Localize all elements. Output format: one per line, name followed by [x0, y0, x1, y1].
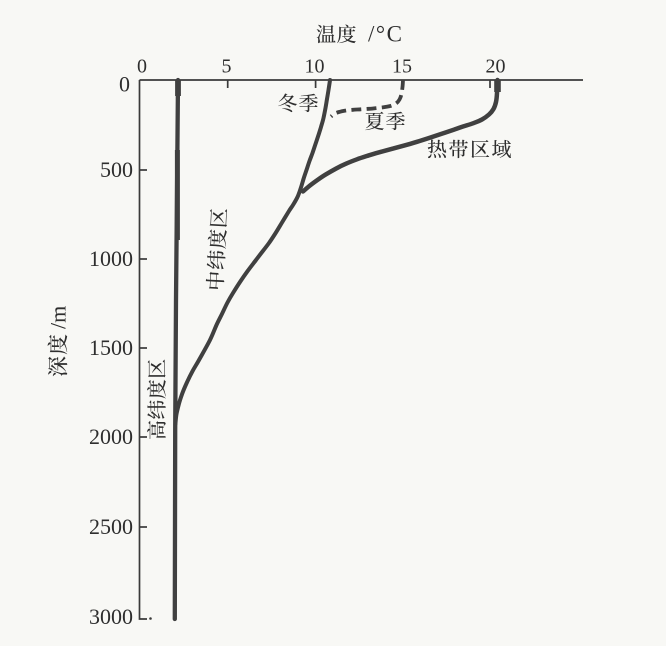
svg-text:2000: 2000	[89, 424, 133, 449]
svg-text:10: 10	[305, 56, 325, 78]
svg-text:/m: /m	[46, 306, 71, 329]
svg-text:/°C: /°C	[368, 22, 403, 47]
svg-text:0: 0	[119, 72, 130, 97]
svg-text:500: 500	[100, 157, 133, 182]
svg-text:3000: 3000	[89, 604, 133, 629]
svg-text:15: 15	[392, 56, 412, 78]
svg-text:20: 20	[486, 56, 506, 78]
svg-text:0: 0	[137, 56, 147, 78]
svg-text:1000: 1000	[89, 246, 133, 271]
svg-text:1500: 1500	[89, 335, 133, 360]
svg-text:5: 5	[222, 56, 232, 78]
svg-text:2500: 2500	[89, 514, 133, 539]
